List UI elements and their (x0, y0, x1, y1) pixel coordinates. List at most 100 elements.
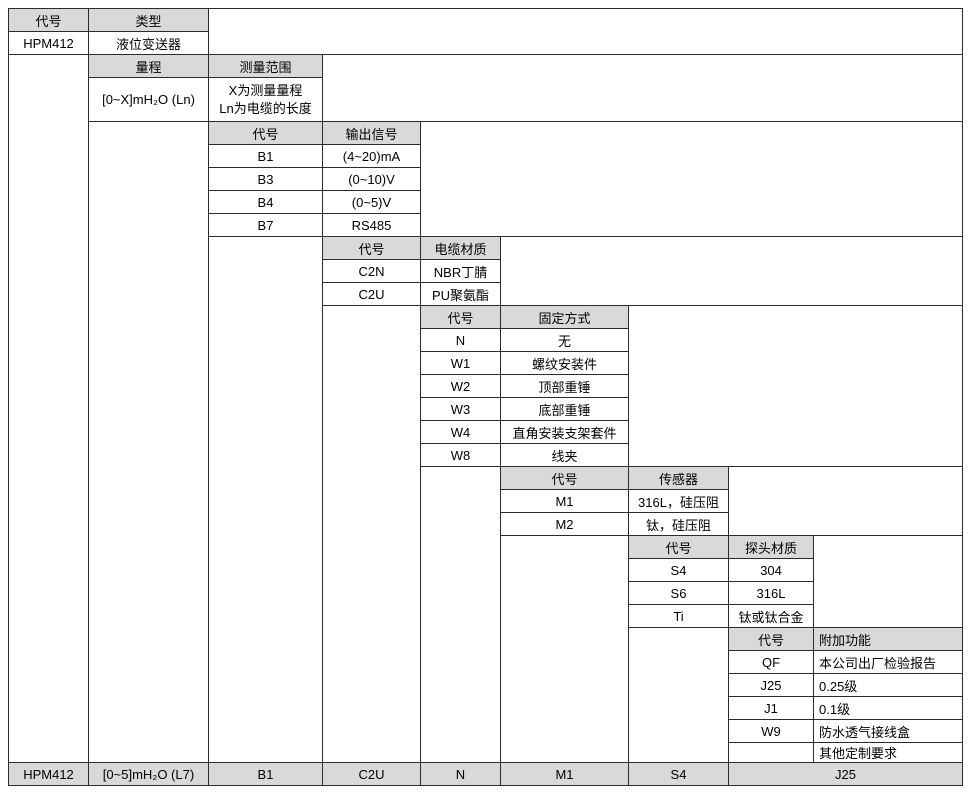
output-signal-item-label-cell: (4~20)mA (322, 144, 421, 168)
sensor-item-code-cell: M2 (500, 512, 629, 536)
output-signal-item-code-cell: B7 (208, 213, 323, 237)
fixing-method-item-label-cell: 无 (500, 328, 629, 352)
probe-material-item-label-cell: 304 (728, 558, 814, 582)
empty-region-cell (321, 54, 964, 122)
cable-material-item-code-cell: C2N (322, 259, 421, 283)
model-type-cell: 液位变送器 (88, 31, 209, 55)
probe-material-header-cell: 探头材质 (728, 535, 814, 559)
sensor-item-label-cell: 钛，硅压阻 (628, 512, 729, 536)
ordering-code-sheet: 代号 类型 HPM412 液位变送器 量程 测量范围 [0~X]mH₂O (Ln… (0, 8, 970, 795)
empty-region-cell (628, 627, 729, 763)
cable-material-item-code-cell: C2U (322, 282, 421, 306)
probe-material-item-label-cell: 钛或钛合金 (728, 604, 814, 628)
output-signal-item-label-cell: RS485 (322, 213, 421, 237)
probe-material-item-code-cell: S6 (628, 581, 729, 605)
output-signal-item-label-cell: (0~10)V (322, 167, 421, 191)
additional-function-item-label-cell: 防水透气接线盒 (812, 719, 964, 743)
summary-model-cell: HPM412 (8, 762, 89, 786)
empty-region-cell (420, 466, 501, 763)
summary-fixing-method-cell: N (420, 762, 501, 786)
range-note-cell: X为测量量程 Ln为电缆的长度 (208, 77, 323, 122)
empty-region-cell (627, 305, 964, 467)
table-row: S4 304 (9, 558, 963, 582)
table-row: 量程 测量范围 (8, 54, 964, 763)
table-row: 代号 类型 (8, 8, 964, 55)
empty-region-cell (322, 305, 421, 763)
table-row: S6 316L (9, 581, 963, 605)
range-note-line1: X为测量量程 (228, 82, 303, 98)
summary-sensor-cell: M1 (500, 762, 629, 786)
empty-region-cell (208, 236, 323, 763)
fixing-method-item-code-cell: W4 (420, 420, 501, 444)
cable-material-item-label-cell: PU聚氨酯 (420, 282, 501, 306)
fixing-method-item-code-cell: W8 (420, 443, 501, 467)
empty-region-cell (499, 236, 964, 306)
range-code-header-cell: 量程 (88, 54, 209, 78)
fixing-method-item-code-cell: W3 (420, 397, 501, 421)
output-signal-item-code-cell: B4 (208, 190, 323, 214)
fixing-method-item-code-cell: W2 (420, 374, 501, 398)
empty-region-cell (812, 535, 964, 628)
fixing-method-item-label-cell: 线夹 (500, 443, 629, 467)
table-row: QF 本公司出厂检验报告 (9, 650, 964, 674)
empty-region-cell (419, 121, 964, 237)
type-name-header-cell: 类型 (88, 8, 209, 32)
additional-function-item-label-cell: 其他定制要求 (812, 742, 964, 763)
output-signal-header-cell: 输出信号 (322, 121, 421, 145)
probe-material-item-label-cell: 316L (728, 581, 814, 605)
table-row: 代号 输出信号 (9, 121, 964, 763)
additional-function-item-label-cell: 0.25级 (812, 673, 964, 697)
empty-region-cell (207, 8, 964, 55)
fixing-method-item-code-cell: W1 (420, 351, 501, 375)
empty-region-cell (8, 54, 89, 763)
probe-material-item-code-cell: Ti (628, 604, 729, 628)
probe-material-code-header-cell: 代号 (628, 535, 729, 559)
additional-function-item-code-cell: QF (728, 650, 814, 674)
table-row: B7 RS485 (9, 213, 963, 237)
sensor-item-code-cell: M1 (500, 489, 629, 513)
summary-probe-material-cell: S4 (628, 762, 729, 786)
table-row: W3 底部重锤 (9, 397, 963, 421)
additional-function-header-cell: 附加功能 (812, 627, 964, 651)
additional-function-item-code-cell: J25 (728, 673, 814, 697)
additional-function-code-header-cell: 代号 (728, 627, 814, 651)
summary-additional-function-cell: J25 (727, 762, 964, 786)
empty-region-cell (88, 121, 209, 763)
output-signal-item-label-cell: (0~5)V (322, 190, 421, 214)
ordering-code-table: 代号 类型 HPM412 液位变送器 量程 测量范围 [0~X]mH₂O (Ln… (8, 8, 964, 786)
model-code-cell: HPM412 (8, 31, 89, 55)
fixing-method-item-label-cell: 顶部重锤 (500, 374, 629, 398)
fixing-method-code-header-cell: 代号 (420, 305, 501, 329)
table-row: B3 (0~10)V (9, 167, 963, 191)
empty-region-cell (500, 535, 629, 763)
range-note-line2: Ln为电缆的长度 (219, 100, 312, 116)
cable-material-header-cell: 电缆材质 (420, 236, 501, 260)
table-row: [0~X]mH₂O (Ln) X为测量量程 Ln为电缆的长度 (9, 77, 963, 122)
example-order-row: HPM412 [0~5]mH₂O (L7) B1 C2U N M1 S4 J25 (8, 762, 964, 786)
fixing-method-header-cell: 固定方式 (500, 305, 629, 329)
empty-region-cell (727, 466, 964, 536)
sensor-code-header-cell: 代号 (500, 466, 629, 490)
sensor-header-cell: 传感器 (628, 466, 729, 490)
fixing-method-item-label-cell: 螺纹安装件 (500, 351, 629, 375)
additional-function-item-code-cell (728, 742, 814, 763)
cable-material-code-header-cell: 代号 (322, 236, 421, 260)
output-signal-code-header-cell: 代号 (208, 121, 323, 145)
additional-function-item-label-cell: 0.1级 (812, 696, 964, 720)
summary-range-cell: [0~5]mH₂O (L7) (88, 762, 209, 786)
type-code-header-cell: 代号 (8, 8, 89, 32)
probe-material-item-code-cell: S4 (628, 558, 729, 582)
table-row: B1 (4~20)mA (9, 144, 963, 168)
additional-function-item-label-cell: 本公司出厂检验报告 (812, 650, 964, 674)
cable-material-item-label-cell: NBR丁腈 (420, 259, 501, 283)
fixing-method-item-label-cell: 直角安装支架套件 (500, 420, 629, 444)
table-row: M1 316L，硅压阻 (9, 489, 963, 513)
table-row: W9 防水透气接线盒 (9, 719, 964, 743)
additional-function-item-code-cell: J1 (728, 696, 814, 720)
table-row: N 无 (9, 328, 963, 352)
fixing-method-item-code-cell: N (420, 328, 501, 352)
output-signal-item-code-cell: B3 (208, 167, 323, 191)
additional-function-item-code-cell: W9 (728, 719, 814, 743)
summary-output-signal-cell: B1 (208, 762, 323, 786)
table-row: W4 直角安装支架套件 (9, 420, 963, 444)
